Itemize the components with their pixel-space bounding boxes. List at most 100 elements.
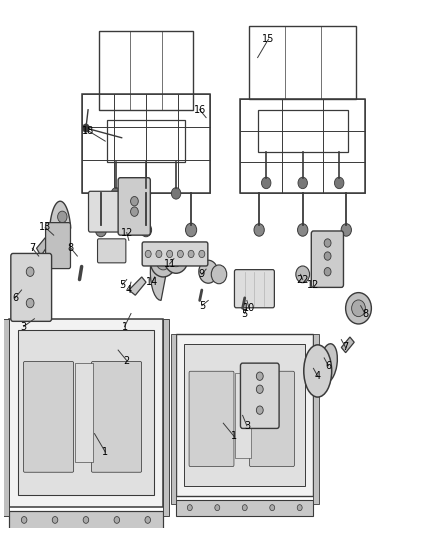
Circle shape [297,224,308,236]
Circle shape [170,251,183,266]
Circle shape [26,298,34,308]
Circle shape [55,231,66,245]
Circle shape [242,505,247,511]
Text: 1: 1 [102,447,108,457]
Circle shape [156,253,170,270]
FancyBboxPatch shape [189,372,234,466]
Bar [314,334,319,504]
Circle shape [141,188,151,199]
FancyBboxPatch shape [24,361,74,472]
Circle shape [296,266,310,282]
Bar [114,94,146,127]
Circle shape [26,267,34,277]
Text: 22: 22 [297,274,309,285]
Bar [178,94,210,127]
Circle shape [341,224,351,236]
Text: 7: 7 [29,243,35,253]
FancyBboxPatch shape [88,191,126,232]
Bar [323,99,365,131]
Circle shape [270,505,275,511]
Circle shape [114,516,120,523]
FancyBboxPatch shape [92,361,141,472]
Bar [178,160,210,193]
Circle shape [145,516,151,523]
Circle shape [199,251,205,257]
Bar [282,99,323,131]
Bar [170,334,176,504]
FancyBboxPatch shape [240,363,279,429]
Bar [240,162,282,193]
Circle shape [215,505,220,511]
Circle shape [164,244,188,273]
Circle shape [166,251,173,257]
Text: 12: 12 [307,280,320,290]
Polygon shape [150,243,170,301]
Circle shape [111,188,121,199]
Circle shape [177,251,184,257]
Text: 3: 3 [244,421,250,431]
Circle shape [254,224,264,236]
Bar [235,373,251,458]
Circle shape [352,300,365,317]
Text: 14: 14 [146,277,159,287]
Text: 5: 5 [242,309,248,319]
FancyBboxPatch shape [11,254,52,321]
Bar [240,131,282,162]
Text: 5: 5 [199,301,205,311]
Circle shape [256,406,263,414]
Bar [282,162,323,193]
Bar [240,99,282,131]
Text: 1: 1 [231,431,237,441]
Ellipse shape [320,344,337,383]
Text: 1: 1 [121,321,127,332]
FancyBboxPatch shape [176,334,314,496]
Circle shape [346,293,371,324]
Bar [114,160,146,193]
Ellipse shape [15,276,32,314]
Circle shape [324,252,331,260]
Circle shape [324,239,331,247]
Circle shape [297,505,302,511]
Bar [81,94,114,127]
Circle shape [52,516,58,523]
Bar [258,110,348,151]
Text: 13: 13 [39,222,51,232]
Circle shape [150,246,176,277]
FancyBboxPatch shape [118,177,150,235]
Text: 6: 6 [12,293,18,303]
Bar [99,31,193,110]
Bar [81,160,114,193]
Circle shape [131,207,138,216]
Bar [3,319,9,516]
FancyBboxPatch shape [9,319,163,507]
Polygon shape [129,277,146,295]
FancyBboxPatch shape [46,223,71,269]
FancyBboxPatch shape [18,330,154,496]
Circle shape [187,505,192,511]
Text: 3: 3 [21,321,27,332]
Bar [249,26,357,99]
Text: 9: 9 [199,269,205,279]
Bar [107,120,185,162]
Text: 18: 18 [82,126,94,136]
Bar [9,511,163,529]
Circle shape [186,223,197,237]
Bar [114,127,146,160]
Bar [240,99,365,193]
Text: 15: 15 [262,34,275,44]
Text: 6: 6 [325,361,332,371]
Circle shape [261,177,271,189]
Circle shape [298,177,307,189]
FancyBboxPatch shape [98,239,126,263]
Bar [146,160,178,193]
Text: 2: 2 [124,356,130,366]
Circle shape [58,211,67,223]
FancyBboxPatch shape [250,372,294,466]
Bar [323,162,365,193]
Polygon shape [50,201,71,229]
Circle shape [131,197,138,206]
Text: 8: 8 [68,243,74,253]
Bar [146,127,178,160]
FancyBboxPatch shape [311,231,343,287]
Bar [176,499,314,516]
